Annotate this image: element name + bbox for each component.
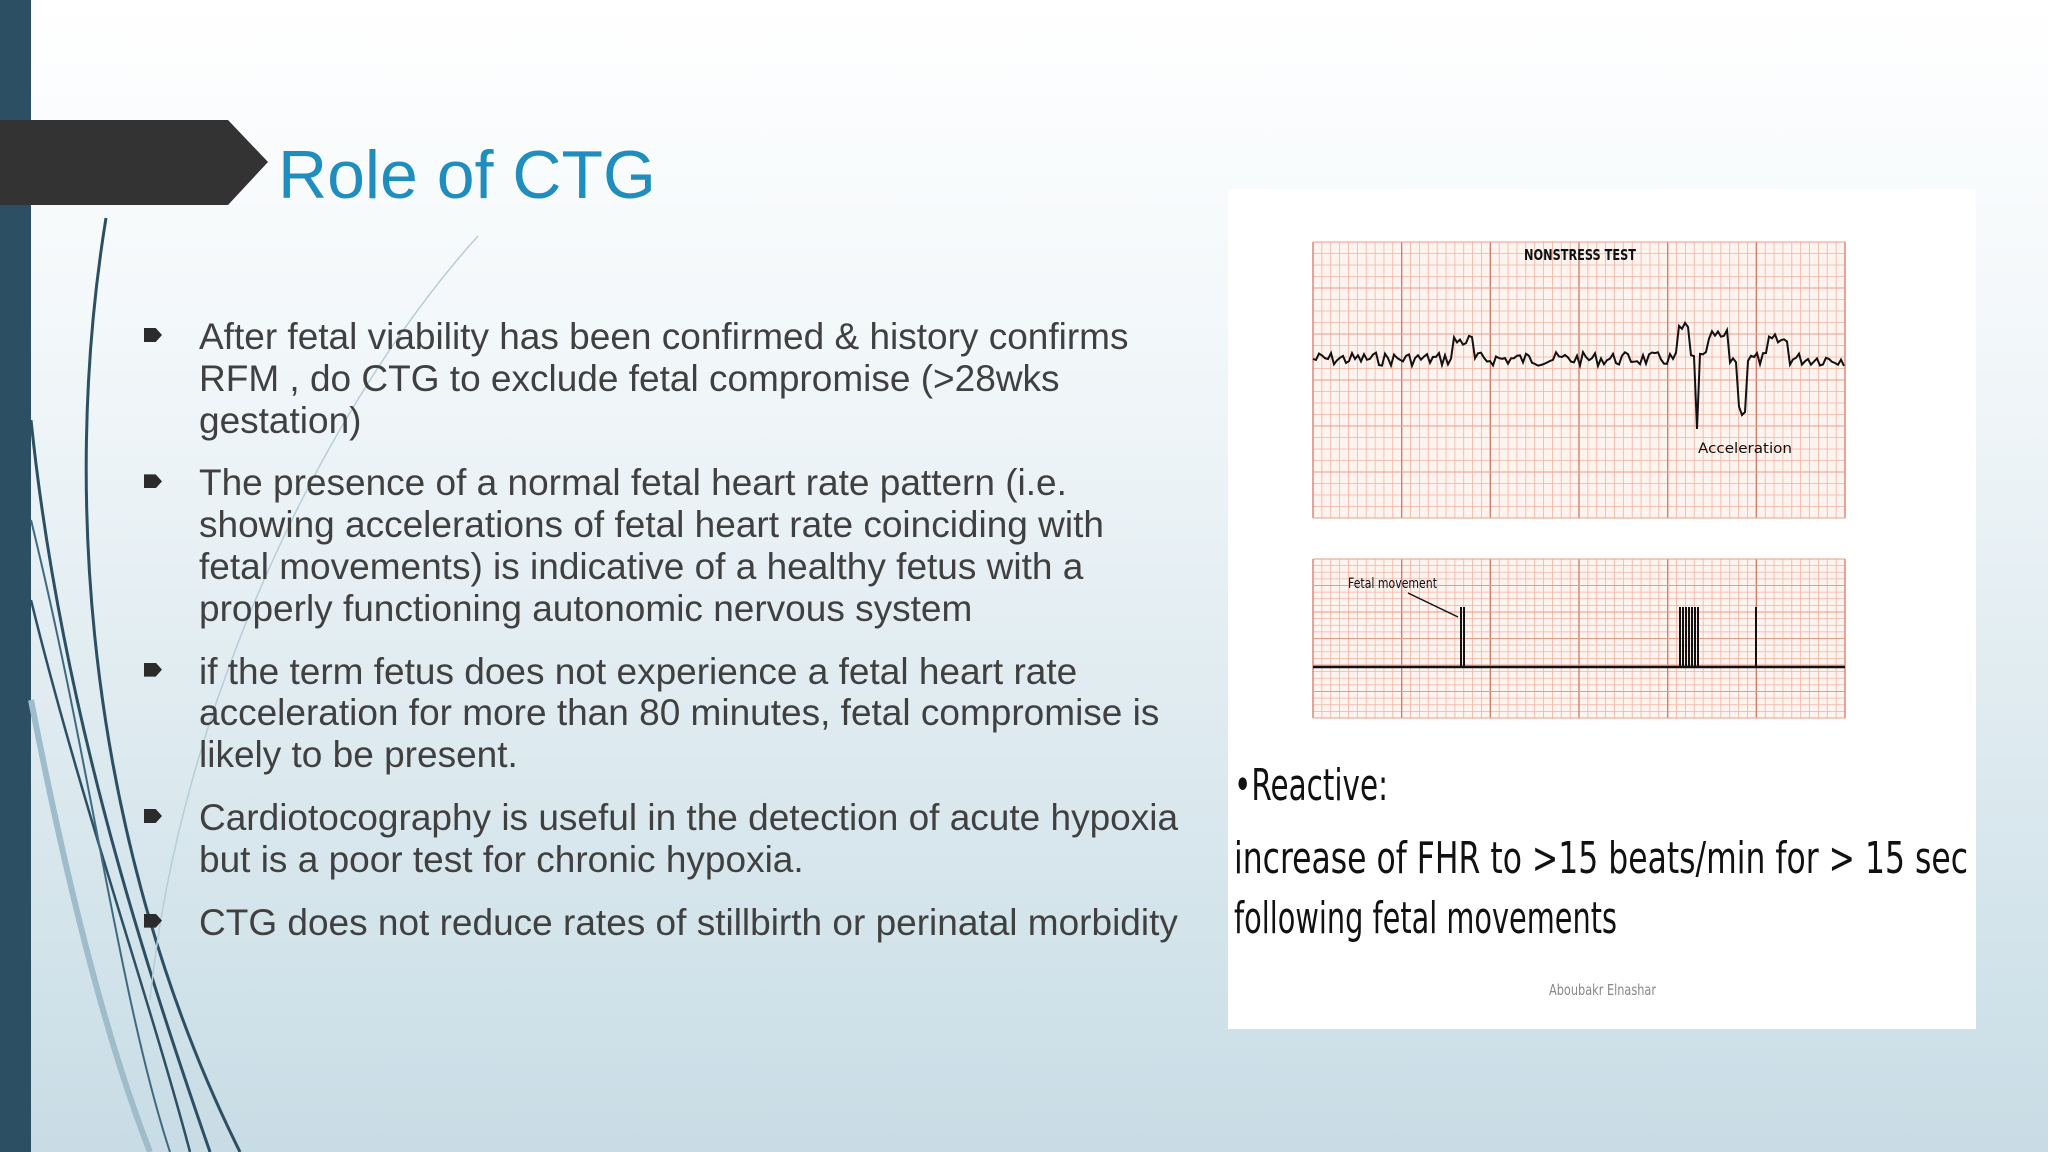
acceleration-label: Acceleration [1698,441,1792,457]
bullet: CTG does not reduce rates of stillbirth … [199,901,1178,943]
description-line: following fetal movements [1234,893,1617,944]
bullet-list: After fetal viability has been confirmed… [199,316,1179,964]
pointer-arrow [1407,592,1459,618]
ctg-grid [1312,241,1846,719]
slide-title: Role of CTG [278,137,656,213]
figure-heading: NONSTRESS TEST [1524,246,1637,264]
ctg-figure: NONSTRESS TEST Acceleration Fetal moveme… [1228,189,1976,1029]
bullet: if the term fetus does not experience a … [199,651,1179,776]
title-tab [0,120,268,205]
fhr-trace [1312,320,1845,430]
fetal-movement-label: Fetal movement [1348,576,1437,592]
bullet: The presence of a normal fetal heart rat… [199,462,1179,629]
credit: Aboubakr Elnashar [1549,981,1657,999]
reactive-heading: •Reactive: [1234,760,1388,811]
bullet: Cardiotocography is useful in the detect… [199,796,1179,880]
bullet: After fetal viability has been confirmed… [199,316,1179,441]
description-line: increase of FHR to >15 beats/min for > 1… [1234,833,1968,884]
movement-trace [1313,607,1845,669]
